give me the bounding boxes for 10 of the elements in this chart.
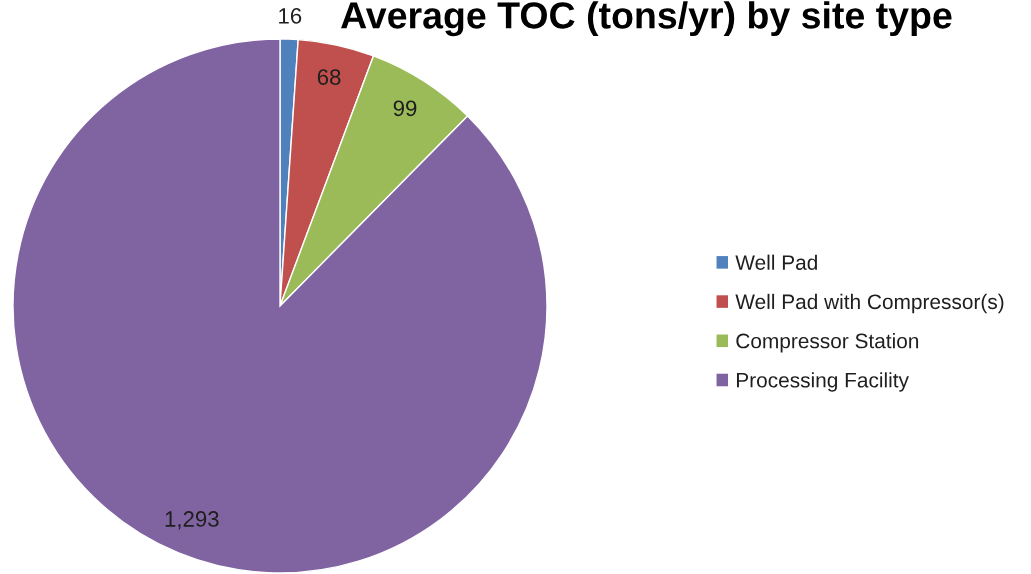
legend-label: Processing Facility xyxy=(737,372,909,392)
legend-label: Compressor Station xyxy=(736,333,919,353)
pie-slice xyxy=(12,38,548,574)
legend-label: Well Pad with Compressor(s) xyxy=(735,293,1004,314)
chart-title: Average TOC (tons/yr) by site type xyxy=(341,1,952,37)
legend-label: Well Pad xyxy=(735,254,817,270)
data-label: 99 xyxy=(393,100,417,117)
data-label: 16 xyxy=(279,8,302,24)
data-label: 68 xyxy=(317,69,341,85)
data-label: 1,293 xyxy=(165,511,219,530)
